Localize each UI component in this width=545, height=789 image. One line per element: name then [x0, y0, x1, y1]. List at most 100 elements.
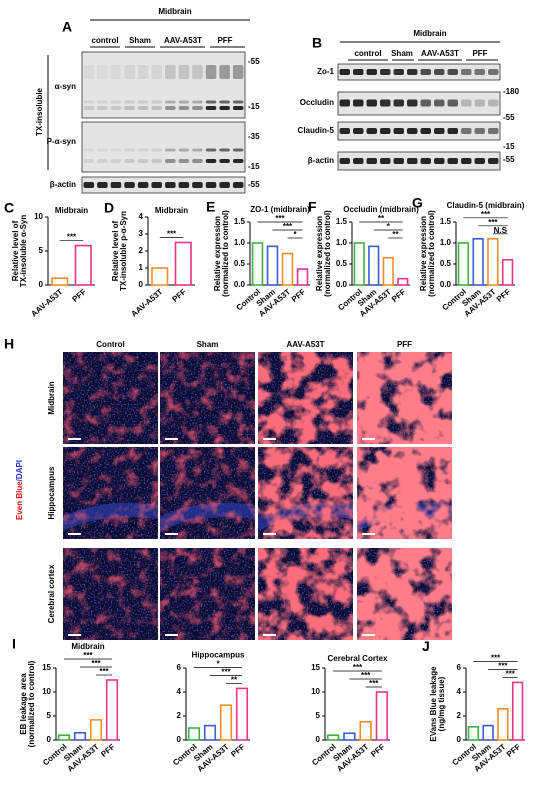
row-label: P-α-syn [47, 137, 76, 146]
bar [457, 242, 470, 286]
blot-band [165, 100, 176, 104]
blot-band [447, 158, 458, 164]
sig-label: *** [283, 222, 293, 231]
blot-band [393, 69, 404, 75]
blot-band [461, 99, 472, 107]
y-axis-label: EB leakage area [19, 673, 28, 735]
region-label: Midbrain [158, 7, 191, 16]
column-label: Sham [197, 340, 219, 349]
blot-band [110, 159, 122, 163]
blot-band [488, 99, 499, 107]
y-tick-label: 10 [34, 212, 43, 221]
red-signal [63, 447, 158, 539]
stain-label: Even Blue/DAPI [15, 460, 24, 520]
y-axis-label: (normalized to control) [27, 660, 36, 747]
y-axis-label: Relative expression [419, 216, 428, 291]
x-tick-label: PFF [369, 742, 386, 759]
blot-band [380, 69, 391, 75]
blot-band [192, 182, 203, 188]
y-tick-label: 0 [39, 280, 44, 289]
blot-band [407, 99, 418, 107]
sig-label: *** [99, 667, 109, 676]
blot-band [339, 128, 350, 134]
y-axis-label: (ng/mg tissue) [437, 676, 446, 731]
blot-band [434, 158, 445, 164]
y-tick-label: 0.5 [440, 259, 452, 268]
row-label: β-actin [308, 156, 334, 165]
blot-band [339, 158, 350, 164]
sig-label: *** [481, 210, 491, 219]
panel-label: G [412, 195, 423, 211]
chart-title: Midbrain [155, 206, 188, 215]
y-tick-label: 10 [42, 687, 51, 696]
blot-band [124, 148, 135, 152]
group-label: AAV-A53T [421, 49, 459, 58]
bar [105, 679, 119, 741]
y-tick-label: 0 [457, 735, 462, 744]
y-tick-label: 0.5 [336, 259, 348, 268]
sig-label: N.S [494, 226, 508, 235]
blot-band [407, 128, 418, 134]
sig-label: *** [91, 659, 101, 668]
row-label: Midbrain [47, 381, 56, 414]
blot-band [393, 158, 404, 164]
sig-label: ** [378, 214, 385, 223]
blot-band [178, 100, 190, 104]
bar [326, 734, 340, 741]
blot-band [137, 100, 149, 104]
red-signal [160, 352, 255, 444]
chart-title: Cerebral Cortex [327, 654, 388, 663]
mw-marker: -15 [503, 142, 515, 151]
row-label: Cerebral cortex [47, 564, 56, 623]
blot-band [232, 100, 244, 104]
mw-marker: -55 [248, 180, 260, 189]
blot-band [137, 182, 149, 188]
blot-band [366, 158, 377, 164]
blot-band [151, 65, 162, 79]
bar [501, 258, 514, 286]
group-label: control [354, 49, 381, 58]
y-tick-label: 0 [316, 735, 321, 744]
chart-title: Midbrain [71, 642, 104, 651]
mw-marker: -55 [503, 155, 515, 164]
blot-band [97, 148, 108, 152]
blot-band [380, 158, 391, 164]
blot-background [337, 151, 501, 171]
x-tick-label: PFF [505, 742, 522, 759]
red-signal [160, 548, 255, 640]
y-axis-label: TX-insoluble p-α-Syn [119, 211, 128, 291]
panel-label: E [206, 199, 215, 215]
blot-band [407, 69, 418, 75]
x-tick-label: AAV-A53T [29, 287, 64, 318]
y-axis-label: Relative level of [11, 220, 20, 281]
chart-title: Claudin-5 (midbrain) [447, 201, 525, 210]
y-axis-label: EVans Blue leakage [429, 666, 438, 742]
blot-band [83, 159, 95, 163]
blot-band [393, 128, 404, 134]
blot-band [353, 99, 364, 107]
y-tick-label: 0.0 [440, 280, 452, 289]
bar [497, 707, 509, 741]
blot-band [83, 182, 95, 188]
panel-label: C [4, 200, 14, 216]
bar [151, 267, 169, 286]
row-label: Zo-1 [317, 67, 334, 76]
blot-band [124, 65, 135, 79]
y-tick-label: 4 [457, 687, 462, 696]
y-tick-label: 1.0 [234, 238, 246, 247]
blot-band [110, 106, 122, 110]
row-label: β-actin [50, 180, 76, 189]
mw-marker: -55 [503, 113, 515, 122]
blot-band [151, 100, 162, 104]
blot-band [380, 128, 391, 134]
blot-band [488, 128, 499, 134]
blot-background [81, 51, 246, 119]
blot-band [232, 148, 244, 152]
red-signal [63, 548, 158, 640]
y-tick-label: 1 [139, 263, 144, 272]
blot-band [339, 99, 350, 107]
panel-label: B [312, 35, 322, 51]
blot-band [165, 182, 176, 188]
y-tick-label: 0 [177, 735, 182, 744]
